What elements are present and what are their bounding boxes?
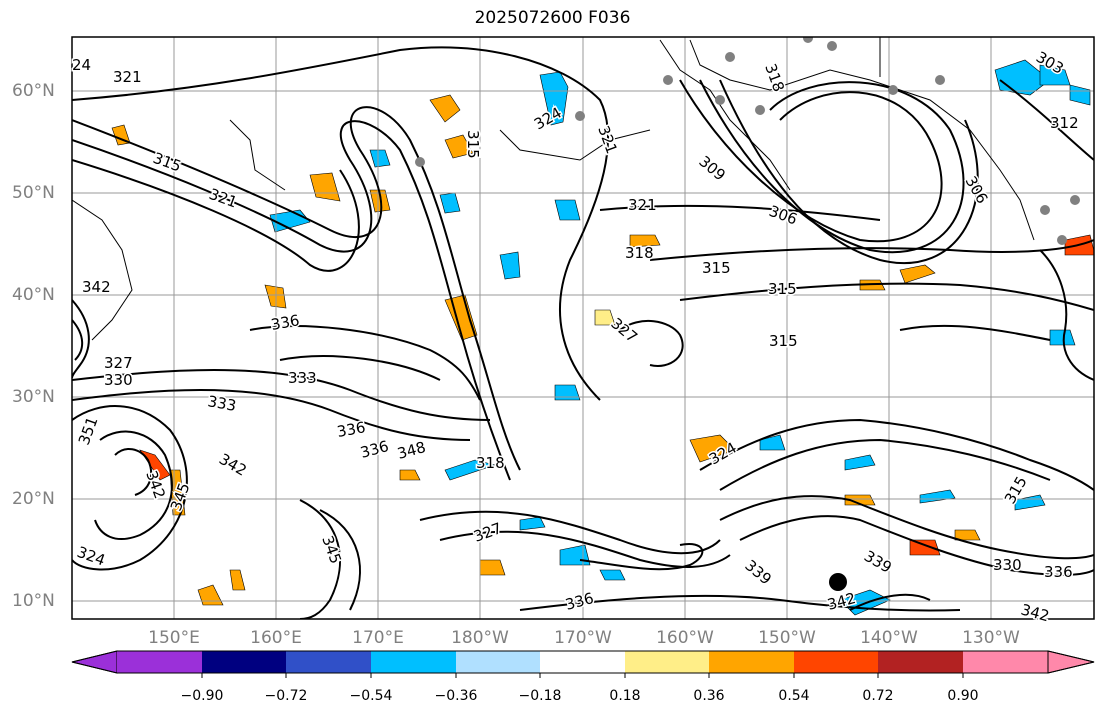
- lon-label-170w: 170°W: [554, 628, 612, 648]
- cyclone-center-marker: [829, 573, 847, 591]
- contour-label: 342: [82, 278, 111, 296]
- lon-label-160w: 160°W: [656, 628, 714, 648]
- contour-label: 330: [104, 371, 133, 389]
- longitude-labels: 150°E 160°E 170°E 180°W 170°W 160°W 150°…: [148, 628, 1020, 648]
- colorbar-tick-label: −0.90: [181, 688, 224, 704]
- contour-label: 336: [1044, 563, 1073, 581]
- colorbar-bin: [625, 651, 709, 673]
- colorbar-bin: [963, 651, 1048, 673]
- contour-label: 312: [1050, 114, 1079, 132]
- colorbar-bin: [540, 651, 625, 673]
- colorbar-bin: [286, 651, 371, 673]
- contour-lines: [72, 46, 1094, 619]
- contour-label: 315: [702, 259, 731, 277]
- colorbar-tick-label: −0.54: [350, 688, 393, 704]
- lon-label-170e: 170°E: [352, 628, 404, 648]
- contour-label: 327: [104, 354, 133, 372]
- lon-label-140w: 140°W: [860, 628, 918, 648]
- map-title: 2025072600 F036: [474, 8, 631, 28]
- colorbar-extend-high: [1047, 650, 1095, 674]
- contour-label: 315: [768, 280, 797, 298]
- colorbar-tick-label: 0.72: [862, 688, 893, 704]
- contour-label: 330: [993, 556, 1022, 574]
- contour-label: 321: [628, 196, 657, 214]
- colorbar-tick-label: 0.18: [609, 688, 640, 704]
- colorbar-tick-label: −0.72: [265, 688, 308, 704]
- lon-label-150w: 150°W: [758, 628, 816, 648]
- contour-label: 24: [72, 56, 91, 74]
- colorbar-bin: [794, 651, 878, 673]
- station-markers: [415, 37, 1080, 245]
- map-border: [71, 36, 1095, 620]
- lat-label-10n: 10°N: [12, 591, 55, 611]
- colorbar-bin: [371, 651, 456, 673]
- contour-label: 318: [625, 244, 654, 262]
- contour-label: 315: [464, 130, 482, 159]
- contour-label: 321: [113, 68, 142, 86]
- colorbar-extend-low: [71, 650, 118, 674]
- colorbar-tick-label: 0.90: [947, 688, 978, 704]
- colorbar-tick-labels: −0.90 −0.72 −0.54 −0.36 −0.18 0.18 0.36 …: [181, 688, 979, 704]
- lat-label-60n: 60°N: [12, 81, 55, 101]
- colorbar-tick-label: 0.36: [693, 688, 724, 704]
- colorbar: [71, 650, 1095, 678]
- latitude-labels: 60°N 50°N 40°N 30°N 20°N 10°N: [12, 81, 55, 611]
- colorbar-bin: [709, 651, 794, 673]
- contour-label: 345: [318, 533, 345, 566]
- colorbar-frame: [71, 650, 1095, 674]
- contour-label: 333: [288, 369, 317, 387]
- lat-label-40n: 40°N: [12, 285, 55, 305]
- colorbar-bin: [456, 651, 540, 673]
- lat-label-50n: 50°N: [12, 183, 55, 203]
- lon-label-150e: 150°E: [148, 628, 200, 648]
- colorbar-tick-label: −0.18: [519, 688, 562, 704]
- lat-label-20n: 20°N: [12, 489, 55, 509]
- contour-label: 315: [769, 332, 798, 350]
- gridlines: [72, 37, 1094, 619]
- lon-label-160e: 160°E: [250, 628, 302, 648]
- colorbar-bin: [117, 651, 202, 673]
- colorbar-tick-label: −0.36: [435, 688, 478, 704]
- colorbar-bin: [202, 651, 286, 673]
- colorbar-bin: [878, 651, 963, 673]
- contour-label: 318: [476, 454, 505, 472]
- lat-label-30n: 30°N: [12, 387, 55, 407]
- lon-label-130w: 130°W: [962, 628, 1020, 648]
- lon-label-180w: 180°W: [451, 628, 509, 648]
- colorbar-tick-label: 0.54: [778, 688, 809, 704]
